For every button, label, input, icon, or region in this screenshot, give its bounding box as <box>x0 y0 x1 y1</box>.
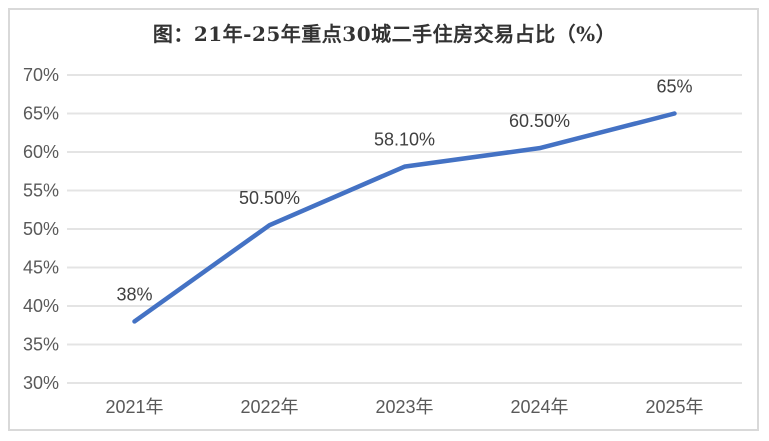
x-axis-tick-label: 2024年 <box>510 397 568 417</box>
data-series-line <box>132 111 677 324</box>
data-point-label: 50.50% <box>239 188 300 208</box>
x-axis-tick-label: 2023年 <box>375 397 433 417</box>
y-axis-tick-label: 55% <box>23 181 59 201</box>
data-point-label: 38% <box>116 284 152 304</box>
y-axis-tick-label: 45% <box>23 258 59 278</box>
x-axis-tick-label: 2021年 <box>105 397 163 417</box>
chart-title: 图：21年-25年重点30城二手住房交易占比（%） <box>152 22 617 46</box>
y-axis-tick-label: 70% <box>23 65 59 85</box>
data-point-label: 60.50% <box>509 111 570 131</box>
y-axis-tick-label: 60% <box>23 142 59 162</box>
chart-frame <box>8 8 759 431</box>
y-axis-tick-label: 65% <box>23 104 59 124</box>
y-axis-tick-label: 40% <box>23 296 59 316</box>
y-axis-tick-label: 35% <box>23 335 59 355</box>
y-axis-tick-label: 30% <box>23 373 59 393</box>
data-point-label: 65% <box>656 77 692 97</box>
data-point-label: 58.10% <box>374 130 435 150</box>
x-axis-tick-label: 2022年 <box>240 397 298 417</box>
x-axis-tick-label: 2025年 <box>645 397 703 417</box>
y-axis-tick-label: 50% <box>23 219 59 239</box>
